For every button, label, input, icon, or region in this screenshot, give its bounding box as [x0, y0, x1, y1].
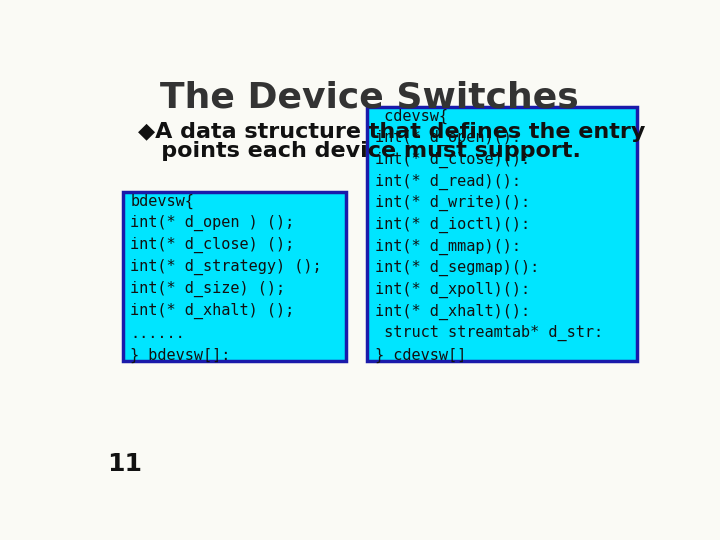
Text: ◆A data structure that defines the entry: ◆A data structure that defines the entry: [138, 122, 645, 142]
Text: struct streamtab* d_str:: struct streamtab* d_str:: [375, 325, 603, 341]
Text: int(* d_strategy) ();: int(* d_strategy) ();: [130, 259, 322, 275]
Text: int(* d_write)():: int(* d_write)():: [375, 195, 531, 211]
Text: int(* d_read)():: int(* d_read)():: [375, 173, 521, 190]
Text: } cdevsw[]: } cdevsw[]: [375, 347, 467, 363]
Text: int(* d_open)():: int(* d_open)():: [375, 130, 521, 146]
Text: int(* d_size) ();: int(* d_size) ();: [130, 281, 285, 297]
FancyBboxPatch shape: [367, 107, 637, 361]
FancyBboxPatch shape: [122, 192, 346, 361]
Text: cdevsw{: cdevsw{: [375, 109, 448, 124]
Text: int(* d_open ) ();: int(* d_open ) ();: [130, 215, 294, 231]
Text: 11: 11: [107, 451, 142, 476]
Text: int(* d_xhalt) ();: int(* d_xhalt) ();: [130, 303, 294, 319]
Text: int(* d_close)():: int(* d_close)():: [375, 152, 531, 168]
Text: int(* d_segmap)():: int(* d_segmap)():: [375, 260, 539, 276]
Text: int(* d_xpoll)():: int(* d_xpoll)():: [375, 282, 531, 298]
Text: int(* d_xhalt)():: int(* d_xhalt)():: [375, 303, 531, 320]
Text: } bdevsw[]:: } bdevsw[]:: [130, 347, 230, 363]
Text: int(* d_close) ();: int(* d_close) ();: [130, 237, 294, 253]
Text: int(* d_mmap)():: int(* d_mmap)():: [375, 239, 521, 255]
Text: The Device Switches: The Device Switches: [160, 80, 578, 114]
Text: ......: ......: [130, 326, 185, 341]
Text: points each device must support.: points each device must support.: [138, 141, 581, 161]
Text: bdevsw{: bdevsw{: [130, 193, 194, 208]
Text: int(* d_ioctl)():: int(* d_ioctl)():: [375, 217, 531, 233]
